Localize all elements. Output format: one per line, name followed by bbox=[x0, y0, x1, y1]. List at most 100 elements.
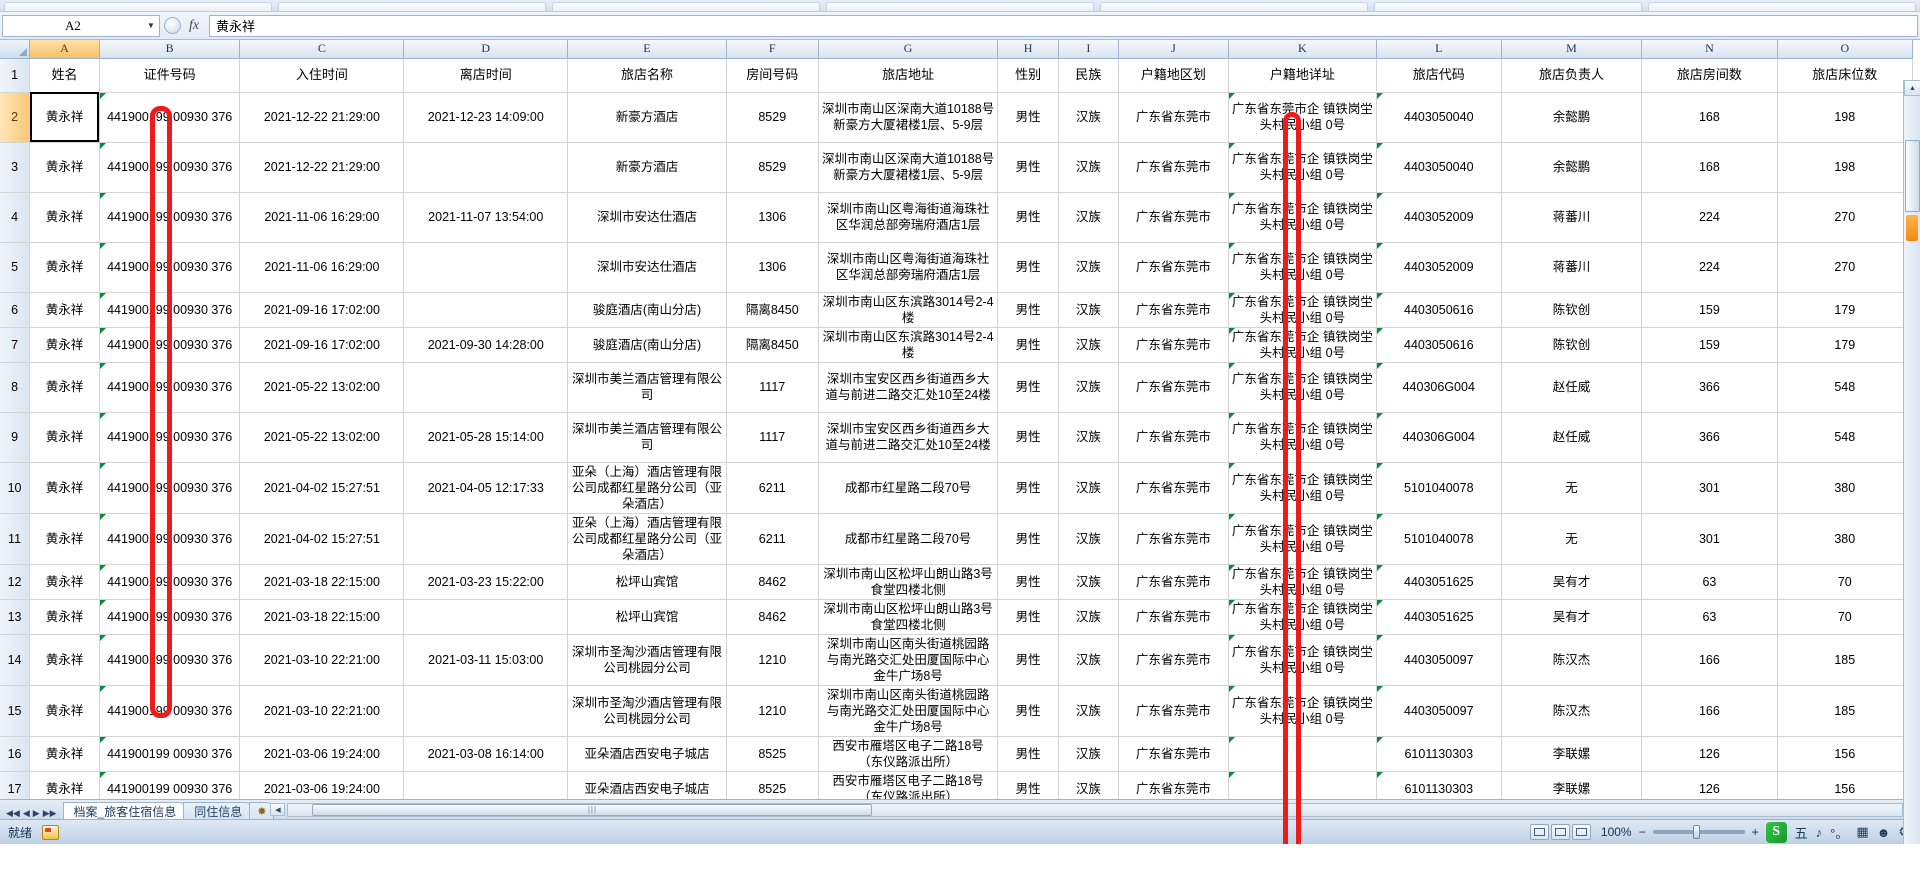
cell-G6[interactable]: 深圳市南山区东滨路3014号2-4楼 bbox=[818, 292, 999, 328]
cell-E6[interactable]: 骏庭酒店(南山分店) bbox=[567, 292, 727, 328]
cell-M10[interactable]: 无 bbox=[1501, 462, 1643, 514]
cell-N4[interactable]: 224 bbox=[1641, 192, 1778, 243]
cell-D4[interactable]: 2021-11-07 13:54:00 bbox=[403, 192, 569, 243]
cell-E7[interactable]: 骏庭酒店(南山分店) bbox=[567, 327, 727, 363]
cell-N6[interactable]: 159 bbox=[1641, 292, 1778, 328]
zoom-slider[interactable] bbox=[1652, 825, 1745, 839]
cell-L8[interactable]: 440306G004 bbox=[1376, 362, 1502, 413]
name-box[interactable]: A2 ▼ bbox=[2, 14, 160, 37]
cell-A14[interactable]: 黄永祥 bbox=[29, 634, 100, 686]
cell-J2[interactable]: 广东省东莞市 bbox=[1118, 92, 1229, 143]
cell-G11[interactable]: 成都市红星路二段70号 bbox=[818, 513, 999, 565]
cell-F13[interactable]: 8462 bbox=[726, 599, 819, 635]
cell-C12[interactable]: 2021-03-18 22:15:00 bbox=[239, 564, 405, 600]
cell-B5[interactable]: 441900199 00930 376 bbox=[99, 242, 241, 293]
view-buttons[interactable] bbox=[1529, 824, 1591, 840]
cell-B15[interactable]: 441900199 00930 376 bbox=[99, 685, 241, 737]
row-header-4[interactable]: 4 bbox=[0, 192, 31, 243]
table-row[interactable]: 4 黄永祥 441900199 00930 376 2021-11-06 16:29:… bbox=[0, 192, 1914, 243]
cell-M5[interactable]: 蒋蕃川 bbox=[1501, 242, 1643, 293]
cell-D6[interactable] bbox=[403, 292, 569, 328]
cell-I10[interactable]: 汉族 bbox=[1058, 462, 1119, 514]
cell-E5[interactable]: 深圳市安达仕酒店 bbox=[567, 242, 727, 293]
horizontal-scroll-thumb[interactable]: ||| bbox=[312, 803, 873, 816]
sheet-tab-inactive[interactable]: 同住信息 bbox=[183, 801, 254, 820]
table-row[interactable]: 9 黄永祥 441900199 00930 376 2021-05-22 13:02:… bbox=[0, 412, 1914, 463]
cell-B3[interactable]: 441900199 00930 376 bbox=[99, 142, 241, 193]
table-row[interactable]: 14 黄永祥 441900199 00930 376 2021-03-10 22:21… bbox=[0, 634, 1914, 686]
cell-B13[interactable]: 441900199 00930 376 bbox=[99, 599, 241, 635]
cell-L9[interactable]: 440306G004 bbox=[1376, 412, 1502, 463]
cell-N3[interactable]: 168 bbox=[1641, 142, 1778, 193]
column-title-b[interactable]: 证件号码 bbox=[99, 58, 241, 93]
insert-function-icon[interactable]: fx bbox=[183, 16, 205, 36]
cell-G13[interactable]: 深圳市南山区松坪山朗山路3号食堂四楼北侧 bbox=[818, 599, 999, 635]
cell-E13[interactable]: 松坪山宾馆 bbox=[567, 599, 727, 635]
cell-L6[interactable]: 4403050616 bbox=[1376, 292, 1502, 328]
cell-I6[interactable]: 汉族 bbox=[1058, 292, 1119, 328]
column-title-o[interactable]: 旅店床位数 bbox=[1777, 58, 1914, 93]
cell-C14[interactable]: 2021-03-10 22:21:00 bbox=[239, 634, 405, 686]
formula-input[interactable]: 黄永祥 bbox=[209, 14, 1918, 37]
cell-C16[interactable]: 2021-03-06 19:24:00 bbox=[239, 736, 405, 772]
cell-E8[interactable]: 深圳市美兰酒店管理有限公司 bbox=[567, 362, 727, 413]
cell-F11[interactable]: 6211 bbox=[726, 513, 819, 565]
cell-C4[interactable]: 2021-11-06 16:29:00 bbox=[239, 192, 405, 243]
row-header-10[interactable]: 10 bbox=[0, 462, 31, 514]
user-icon[interactable]: ☻ bbox=[1876, 824, 1891, 840]
punctuation-icon[interactable]: °。 bbox=[1830, 825, 1849, 841]
cell-N15[interactable]: 166 bbox=[1641, 685, 1778, 737]
row-header-11[interactable]: 11 bbox=[0, 513, 31, 565]
cell-C5[interactable]: 2021-11-06 16:29:00 bbox=[239, 242, 405, 293]
cell-O2[interactable]: 198 bbox=[1777, 92, 1914, 143]
cell-O6[interactable]: 179 bbox=[1777, 292, 1914, 328]
row-header-14[interactable]: 14 bbox=[0, 634, 31, 686]
cell-K4[interactable]: 广东省东莞市企 镇铁岗坣头村民小组 0号 bbox=[1228, 192, 1377, 243]
cell-M2[interactable]: 余懿鹏 bbox=[1501, 92, 1643, 143]
column-header-d[interactable]: D bbox=[403, 40, 569, 59]
cell-I14[interactable]: 汉族 bbox=[1058, 634, 1119, 686]
cell-L14[interactable]: 4403050097 bbox=[1376, 634, 1502, 686]
cell-G3[interactable]: 深圳市南山区深南大道10188号新豪方大厦裙楼1层、5-9层 bbox=[818, 142, 999, 193]
cell-O5[interactable]: 270 bbox=[1777, 242, 1914, 293]
column-header-i[interactable]: I bbox=[1058, 40, 1119, 59]
cell-C11[interactable]: 2021-04-02 15:27:51 bbox=[239, 513, 405, 565]
cell-I9[interactable]: 汉族 bbox=[1058, 412, 1119, 463]
cell-N9[interactable]: 366 bbox=[1641, 412, 1778, 463]
row-header-16[interactable]: 16 bbox=[0, 736, 31, 772]
cell-D7[interactable]: 2021-09-30 14:28:00 bbox=[403, 327, 569, 363]
cell-D8[interactable] bbox=[403, 362, 569, 413]
cell-I7[interactable]: 汉族 bbox=[1058, 327, 1119, 363]
cell-N8[interactable]: 366 bbox=[1641, 362, 1778, 413]
cell-I4[interactable]: 汉族 bbox=[1058, 192, 1119, 243]
cell-H6[interactable]: 男性 bbox=[997, 292, 1059, 328]
cell-L7[interactable]: 4403050616 bbox=[1376, 327, 1502, 363]
cell-E10[interactable]: 亚朵（上海）酒店管理有限公司成都红星路分公司（亚朵酒店） bbox=[567, 462, 727, 514]
cell-O4[interactable]: 270 bbox=[1777, 192, 1914, 243]
cell-J12[interactable]: 广东省东莞市 bbox=[1118, 564, 1229, 600]
column-header-k[interactable]: K bbox=[1228, 40, 1377, 59]
zoom-in-button[interactable]: + bbox=[1751, 825, 1759, 839]
cell-L2[interactable]: 4403050040 bbox=[1376, 92, 1502, 143]
column-header-j[interactable]: J bbox=[1118, 40, 1229, 59]
column-title-g[interactable]: 旅店地址 bbox=[818, 58, 999, 93]
table-row[interactable]: 11 黄永祥 441900199 00930 376 2021-04-02 15:27… bbox=[0, 513, 1914, 565]
scroll-left-button[interactable]: ◀ bbox=[270, 803, 286, 816]
cell-N2[interactable]: 168 bbox=[1641, 92, 1778, 143]
cell-I13[interactable]: 汉族 bbox=[1058, 599, 1119, 635]
cell-K8[interactable]: 广东省东莞市企 镇铁岗坣头村民小组 0号 bbox=[1228, 362, 1377, 413]
cell-F2[interactable]: 8529 bbox=[726, 92, 819, 143]
column-title-f[interactable]: 房间号码 bbox=[726, 58, 819, 93]
cell-O11[interactable]: 380 bbox=[1777, 513, 1914, 565]
cell-D2[interactable]: 2021-12-23 14:09:00 bbox=[403, 92, 569, 143]
column-title-d[interactable]: 离店时间 bbox=[403, 58, 569, 93]
ime-mode-icon[interactable]: 五 bbox=[1794, 825, 1808, 841]
cell-A11[interactable]: 黄永祥 bbox=[29, 513, 100, 565]
cell-D5[interactable] bbox=[403, 242, 569, 293]
row-header-2[interactable]: 2 bbox=[0, 92, 31, 143]
sogou-ime-icon[interactable]: S bbox=[1765, 821, 1787, 843]
column-title-c[interactable]: 入住时间 bbox=[239, 58, 405, 93]
column-header-g[interactable]: G bbox=[818, 40, 999, 59]
vertical-scroll-thumb[interactable] bbox=[1905, 140, 1920, 212]
cell-C15[interactable]: 2021-03-10 22:21:00 bbox=[239, 685, 405, 737]
